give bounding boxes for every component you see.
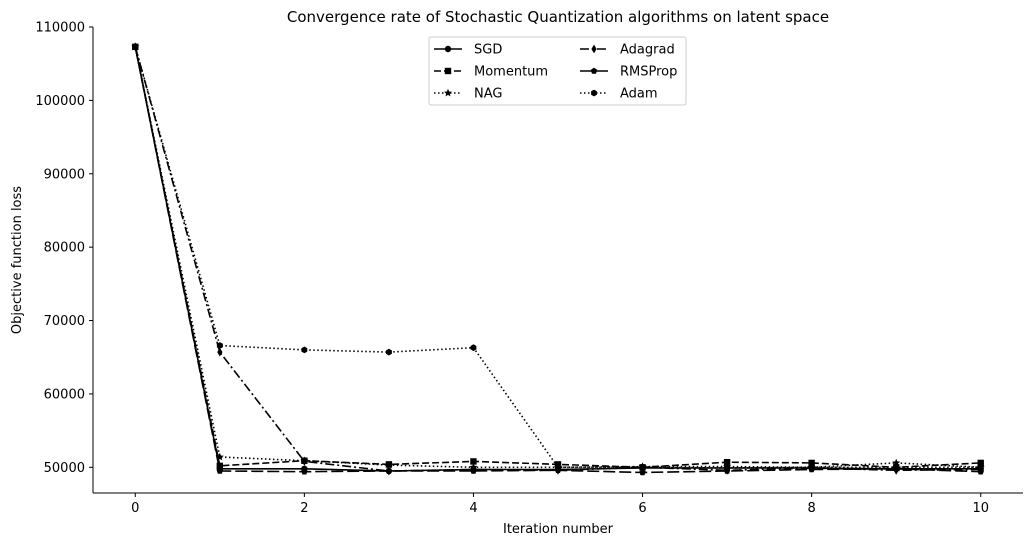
- legend-label-rmsprop: RMSProp: [620, 65, 677, 80]
- data-point-momentum: [723, 458, 731, 466]
- data-point-adam: [555, 463, 561, 471]
- y-ticks: 50000 60000 70000 80000 90000 100000 110000: [35, 21, 93, 476]
- legend-marker-rmsprop: [590, 67, 598, 74]
- y-tick-label: 90000: [44, 167, 85, 182]
- y-tick-label: 110000: [35, 21, 85, 36]
- legend-label-nag: NAG: [474, 87, 502, 102]
- series-rmsprop: [132, 43, 984, 476]
- legend-marker-momentum: [444, 67, 452, 75]
- x-tick-label: 2: [300, 501, 308, 516]
- data-point-adam: [470, 344, 477, 352]
- data-point-adam: [386, 348, 392, 356]
- legend-label-adagrad: Adagrad: [620, 43, 675, 58]
- legend-box: [428, 36, 687, 106]
- data-point-momentum: [977, 459, 984, 467]
- data-point-adam: [132, 43, 139, 51]
- data-point-momentum: [216, 462, 224, 470]
- data-point-adam: [216, 342, 223, 349]
- legend-label-momentum: Momentum: [474, 65, 548, 80]
- series-line-adam: [134, 46, 981, 469]
- x-tick-label: 8: [807, 501, 815, 516]
- data-point-rmsprop: [977, 468, 984, 475]
- y-axis-title: Objective function loss: [10, 186, 25, 334]
- y-tick-label: 50000: [44, 461, 85, 476]
- x-tick-label: 6: [638, 501, 646, 516]
- data-point-adam: [301, 346, 308, 354]
- y-tick-label: 80000: [44, 241, 85, 256]
- legend: SGD Momentum NAG Adagrad RMSProp Adam: [428, 36, 687, 106]
- data-point-rmsprop: [385, 467, 393, 474]
- legend-marker-adam: [591, 89, 597, 97]
- data-point-adam: [639, 463, 646, 471]
- series-line-momentum: [134, 46, 981, 469]
- data-point-adam: [893, 463, 900, 471]
- legend-label-adam: Adam: [620, 87, 658, 102]
- data-point-momentum: [470, 458, 477, 465]
- series-line-nag: [134, 46, 981, 469]
- y-tick-label: 70000: [44, 314, 85, 329]
- data-point-momentum: [808, 459, 815, 467]
- x-ticks: 0 2 4 6 8 10: [131, 493, 989, 516]
- data-point-adagrad: [217, 347, 223, 357]
- series-adam: [132, 43, 984, 472]
- data-point-rmsprop: [639, 469, 646, 476]
- x-tick-label: 10: [972, 501, 989, 516]
- series-line-rmsprop: [134, 46, 981, 474]
- legend-label-sgd: SGD: [474, 43, 502, 58]
- x-tick-label: 0: [131, 501, 139, 516]
- legend-marker-adagrad: [591, 44, 597, 54]
- legend-marker-nag: [444, 88, 452, 97]
- x-tick-label: 4: [469, 501, 477, 516]
- data-point-nag: [384, 460, 393, 469]
- series-sgd: [132, 43, 984, 475]
- series-line-adagrad: [134, 46, 981, 472]
- series-momentum: [132, 43, 984, 471]
- series-nag: [131, 42, 985, 471]
- series-adagrad: [132, 42, 984, 476]
- legend-marker-sgd: [444, 45, 452, 53]
- data-point-rmsprop: [301, 468, 308, 475]
- data-point-adagrad: [301, 457, 307, 466]
- x-axis-title: Iteration number: [503, 522, 614, 537]
- data-point-nag: [892, 458, 901, 467]
- data-point-rmsprop: [470, 467, 477, 474]
- y-tick-label: 100000: [35, 94, 85, 109]
- data-point-adam: [808, 463, 815, 471]
- plot-area: [131, 42, 985, 476]
- data-point-adam: [977, 463, 984, 471]
- chart-title: Convergence rate of Stochastic Quantizat…: [287, 8, 829, 26]
- y-tick-label: 60000: [44, 387, 85, 402]
- data-point-rmsprop: [216, 467, 224, 474]
- data-point-adam: [724, 464, 730, 472]
